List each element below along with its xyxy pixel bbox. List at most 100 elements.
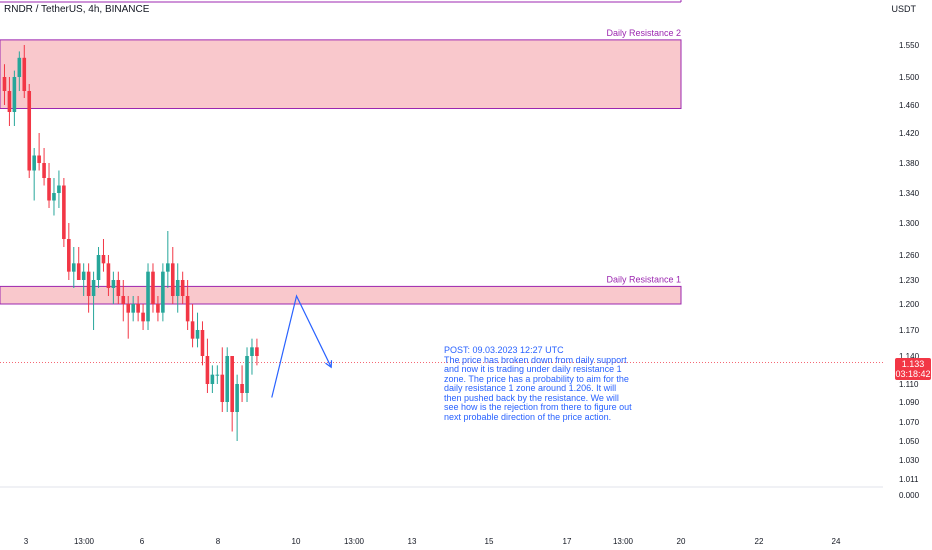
candle-body <box>170 263 175 296</box>
candle <box>180 271 185 304</box>
candle-body <box>116 280 121 296</box>
zone-2[interactable] <box>0 285 682 305</box>
x-tick-label: 13:00 <box>74 537 95 546</box>
y-tick-label: 1.380 <box>899 159 920 168</box>
candle-body <box>101 255 106 264</box>
candle <box>2 64 7 105</box>
candle-body <box>180 280 185 296</box>
candle-body <box>91 280 96 296</box>
candle-body <box>255 347 259 356</box>
y-tick-label: 1.420 <box>899 129 920 138</box>
candle <box>57 170 61 208</box>
candle <box>86 263 91 313</box>
x-tick-label: 3 <box>24 537 29 546</box>
x-tick-label: 13:00 <box>344 537 365 546</box>
y-tick-label: 1.140 <box>899 352 920 361</box>
candle <box>215 365 220 384</box>
candle <box>22 45 27 98</box>
candle <box>200 321 205 366</box>
x-tick-label: 8 <box>216 537 221 546</box>
candle-body <box>205 356 210 384</box>
candle-body <box>131 304 135 313</box>
y-tick-label: 1.500 <box>899 73 920 82</box>
y-tick-label: 1.050 <box>899 437 920 446</box>
candle <box>32 148 36 201</box>
candle <box>7 77 12 126</box>
candles <box>2 45 259 441</box>
x-tick-label: 6 <box>140 537 145 546</box>
candle-body <box>86 271 91 296</box>
candle-body <box>195 330 200 339</box>
candle-body <box>190 321 195 339</box>
candle <box>170 247 175 304</box>
candle <box>101 239 106 272</box>
candle <box>67 223 71 280</box>
candle-body <box>32 155 36 171</box>
symbol-title: RNDR / TetherUS, 4h, BINANCE <box>4 4 150 15</box>
y-tick-label: 1.110 <box>899 380 919 389</box>
candle-body <box>81 271 86 280</box>
y-tick-label: 1.170 <box>899 326 920 335</box>
candle <box>136 296 140 322</box>
projection-arrowhead <box>325 360 333 369</box>
candle <box>166 231 170 288</box>
candle <box>111 271 116 304</box>
candle-body <box>67 239 71 272</box>
candle-body <box>17 57 22 77</box>
candle <box>42 148 46 186</box>
candle <box>205 338 210 393</box>
currency-label: USDT <box>891 4 917 14</box>
candle-body <box>151 271 155 304</box>
candle-body <box>235 384 239 412</box>
candle <box>106 255 111 296</box>
y-tick-label: 1.011 <box>899 475 919 484</box>
y-tick-label: 1.340 <box>899 189 920 198</box>
candle <box>185 280 190 330</box>
candle-body <box>230 356 234 412</box>
candle <box>96 247 101 288</box>
x-tick-label: 15 <box>485 537 494 546</box>
candle <box>250 338 254 375</box>
current-price-value: 1.133 <box>901 359 925 369</box>
candle-body <box>62 185 66 239</box>
candle <box>146 263 150 330</box>
current-price-badge: 1.133 03:18:42 <box>895 358 931 380</box>
candle-body <box>210 374 215 384</box>
candle-body <box>42 163 46 178</box>
candle <box>161 263 165 322</box>
candle <box>245 347 249 402</box>
analysis-note: POST: 09.03.2023 12:27 UTC The price has… <box>444 345 632 422</box>
y-tick-label: 0.000 <box>899 491 920 500</box>
candle <box>126 296 131 339</box>
candle-body <box>136 304 140 313</box>
x-axis: 3 13:00 6 8 10 13:00 13 15 17 13:00 20 22 24 <box>0 486 883 546</box>
y-tick-label: 1.090 <box>899 398 920 407</box>
x-tick-label: 13:00 <box>613 537 634 546</box>
projection-line[interactable] <box>271 294 332 398</box>
candle <box>76 247 81 280</box>
y-tick-label: 1.460 <box>899 101 920 110</box>
candle <box>17 51 22 91</box>
candle <box>255 338 259 366</box>
candle <box>141 304 145 330</box>
candle <box>151 263 155 313</box>
candle-body <box>215 374 220 376</box>
candle-body <box>37 155 41 163</box>
candle-body <box>175 280 180 296</box>
candle <box>131 296 135 322</box>
y-tick-label: 1.230 <box>899 276 920 285</box>
candle <box>37 133 41 171</box>
candle-body <box>2 77 7 91</box>
candle <box>230 356 234 432</box>
candle-body <box>156 304 160 313</box>
y-tick-label: 1.260 <box>899 251 920 260</box>
candle-body <box>200 330 205 356</box>
x-tick-label: 22 <box>755 537 764 546</box>
y-tick-label: 1.300 <box>899 219 920 228</box>
candle <box>235 374 239 441</box>
candle <box>71 247 76 288</box>
candle-body <box>96 255 101 280</box>
candle <box>12 70 17 126</box>
zone-1[interactable] <box>0 39 682 110</box>
